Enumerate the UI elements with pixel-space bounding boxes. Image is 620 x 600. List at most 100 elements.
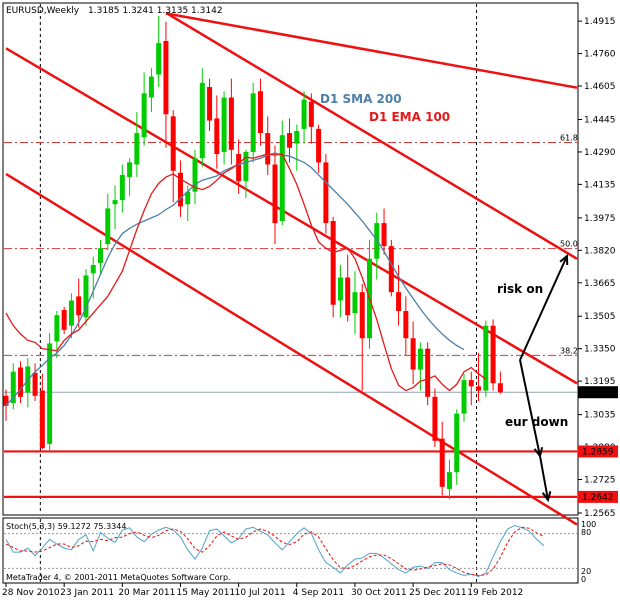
y-tick-label: 1.4290 xyxy=(584,148,616,158)
candle-body xyxy=(243,151,249,182)
candle-body xyxy=(446,472,452,489)
stoch-label: Stoch(5,3,3) 59.1272 75.3344 xyxy=(6,522,126,531)
stoch-level-20: 20 xyxy=(581,567,591,576)
candle-body xyxy=(98,248,104,263)
candle-body xyxy=(425,348,431,397)
candle-body xyxy=(461,380,467,414)
x-tick-label: 25 Dec 2011 xyxy=(409,588,467,598)
candle-body xyxy=(127,162,133,178)
stochastic-oscillator xyxy=(4,524,577,578)
candle-body xyxy=(468,380,474,387)
ohlc-label: 1.3185 1.3241 1.3135 1.3142 xyxy=(88,6,223,16)
candle-body xyxy=(497,383,503,393)
x-tick-label: 28 Nov 2010 xyxy=(2,588,60,598)
x-tick-label: 15 May 2011 xyxy=(176,588,235,598)
candle-body xyxy=(228,97,234,150)
candle-body xyxy=(83,275,89,318)
support-lines xyxy=(4,391,577,498)
y-tick-label: 1.4605 xyxy=(584,82,616,92)
candle-body xyxy=(214,118,220,155)
risk-on-arrow-head xyxy=(559,253,569,266)
candle-body xyxy=(54,315,60,342)
fib-label: 50.0 xyxy=(560,240,578,249)
main-chart-frame[interactable] xyxy=(2,2,579,516)
candle-body xyxy=(272,164,278,224)
moving-averages xyxy=(5,152,487,406)
support-price-tag-bg xyxy=(578,445,618,458)
stoch-panel-frame[interactable] xyxy=(2,517,579,584)
price-tags: 1.3142 1.2859 1.2642 xyxy=(578,386,618,503)
copyright-text: MetaTrader 4, © 2001-2011 MetaQuotes Sof… xyxy=(6,573,231,582)
fibonacci-levels: 61.8 50.0 38.2 xyxy=(4,134,578,356)
eur-down-label: eur down xyxy=(505,415,568,429)
stoch-level-80: 80 xyxy=(581,528,591,537)
sma-label: D1 SMA 200 xyxy=(320,92,402,106)
fib-label: 38.2 xyxy=(560,346,578,355)
candle-body xyxy=(294,131,300,144)
candle-body xyxy=(308,101,314,127)
y-tick-label: 1.2565 xyxy=(584,509,616,519)
y-tick-label: 1.3665 xyxy=(584,279,616,289)
y-tick-label: 1.3350 xyxy=(584,345,616,355)
y-tick-label: 1.2725 xyxy=(584,476,616,486)
candle-body xyxy=(265,133,271,165)
symbol-label: EURUSD,Weekly xyxy=(6,6,80,16)
candle-body xyxy=(10,371,16,404)
scenario-arrows xyxy=(519,253,569,503)
candle-body xyxy=(112,200,118,205)
stoch-level-0: 0 xyxy=(581,575,586,584)
candle-body xyxy=(439,438,445,487)
candle-body xyxy=(185,191,191,205)
x-tick-label: 4 Sep 2011 xyxy=(293,588,344,598)
support-price-tag: 1.2859 xyxy=(582,447,614,457)
y-tick-label: 1.3820 xyxy=(584,246,616,256)
candle-body xyxy=(199,82,205,159)
y-tick-label: 1.3975 xyxy=(584,214,616,224)
trendline-upper-mid xyxy=(5,47,578,385)
candle-body xyxy=(236,154,242,182)
trendline-lower xyxy=(5,172,578,526)
support-price-tag: 1.2642 xyxy=(582,493,614,503)
candle-body xyxy=(141,93,147,138)
trendline-upper xyxy=(165,12,578,89)
ema-label: D1 EMA 100 xyxy=(369,110,450,124)
candle-body xyxy=(454,413,460,473)
candle-body xyxy=(476,386,482,391)
candle-body xyxy=(381,223,387,247)
y-tick-label: 1.4445 xyxy=(584,115,616,125)
risk-on-label: risk on xyxy=(497,282,543,296)
candle-body xyxy=(177,172,183,207)
candle-body xyxy=(410,338,416,370)
candle-body xyxy=(76,296,82,316)
candle-body xyxy=(330,221,336,305)
candle-body xyxy=(417,348,423,370)
candle-body xyxy=(432,396,438,441)
candle-body xyxy=(279,135,285,222)
candle-body xyxy=(345,277,351,316)
candle-body xyxy=(388,246,394,293)
y-tick-label: 1.3505 xyxy=(584,312,616,322)
candle-body xyxy=(483,325,489,391)
x-tick-label: 10 Jul 2011 xyxy=(235,588,286,598)
time-axis: 28 Nov 2010 23 Jan 2011 20 Mar 2011 15 May … xyxy=(2,583,523,598)
candle-body xyxy=(301,99,307,129)
candle-body xyxy=(18,367,24,397)
x-tick-label: 30 Oct 2011 xyxy=(351,588,407,598)
x-tick-label: 19 Feb 2012 xyxy=(467,588,523,598)
eur-down-arrow-2-head xyxy=(541,491,552,503)
current-price-tag-bg xyxy=(578,386,618,399)
candle-body xyxy=(207,87,213,121)
fib-label: 61.8 xyxy=(560,134,578,143)
stoch-level-100: 100 xyxy=(581,520,596,529)
x-tick-label: 23 Jan 2011 xyxy=(60,588,114,598)
candle-body xyxy=(156,43,162,75)
candle-body xyxy=(359,292,365,339)
eur-down-arrow-1 xyxy=(519,359,541,457)
candle-body xyxy=(170,116,176,171)
candle-body xyxy=(47,343,53,444)
channel-trendlines xyxy=(5,11,578,526)
ema-100-line xyxy=(5,153,487,392)
y-tick-label: 1.3195 xyxy=(584,377,616,387)
